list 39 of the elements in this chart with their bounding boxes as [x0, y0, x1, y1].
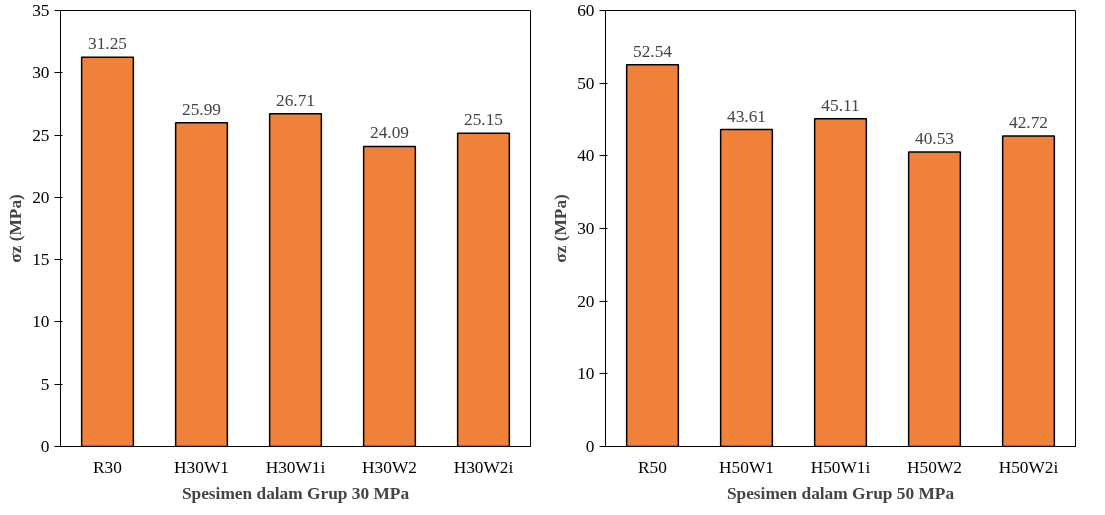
data-label: 24.09 [370, 123, 410, 143]
x-tick-label: H30W2i [453, 457, 514, 477]
data-label: 52.54 [633, 41, 673, 61]
y-tick-label: 25 [32, 125, 50, 145]
y-tick-label: 0 [585, 437, 595, 456]
x-tick-label: H30W2 [362, 457, 417, 477]
y-tick-label: 35 [32, 1, 50, 20]
y-tick-label: 30 [32, 63, 50, 83]
x-tick-label: R30 [93, 457, 122, 477]
data-label: 45.11 [821, 95, 860, 115]
y-axis-title: σz (MPa) [6, 193, 26, 263]
y-tick-label: 60 [577, 1, 595, 20]
y-tick-label: 15 [32, 250, 50, 270]
y-tick-label: 40 [577, 146, 595, 166]
data-label: 31.25 [88, 34, 128, 54]
data-label: 43.61 [727, 106, 767, 126]
x-tick-label: H30W1 [174, 457, 229, 477]
data-label: 42.72 [1009, 113, 1049, 133]
y-tick-label: 30 [577, 219, 595, 238]
x-axis-title: Spesimen dalam Grup 30 MPa [181, 483, 410, 503]
y-tick-label: 20 [577, 291, 595, 311]
data-label: 40.53 [915, 128, 955, 148]
data-label: 25.15 [464, 110, 504, 130]
y-tick-label: 0 [40, 437, 50, 456]
x-tick-label: H50W1i [810, 457, 871, 477]
x-tick-label: R50 [638, 457, 667, 477]
data-label: 25.99 [182, 99, 222, 119]
y-tick-label: 10 [32, 312, 50, 332]
x-tick-label: H50W1 [719, 457, 774, 477]
x-axis-title: Spesimen dalam Grup 50 MPa [726, 483, 955, 503]
y-tick-label: 10 [577, 364, 595, 384]
x-tick-label: H50W2i [998, 457, 1059, 477]
x-tick-label: H50W2 [907, 457, 962, 477]
y-tick-label: 20 [32, 187, 50, 207]
data-label: 26.71 [276, 90, 316, 110]
x-tick-label: H30W1i [265, 457, 326, 477]
y-tick-label: 50 [577, 73, 595, 93]
y-tick-label: 5 [40, 374, 50, 394]
y-axis-title: σz (MPa) [551, 193, 571, 263]
